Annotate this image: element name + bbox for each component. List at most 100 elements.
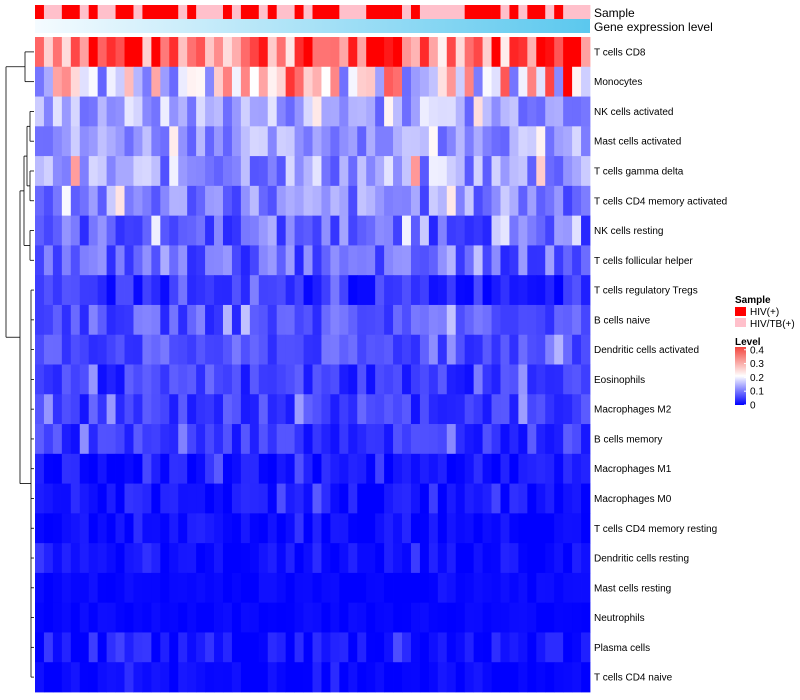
heatmap-cell xyxy=(464,156,475,187)
heatmap-cell xyxy=(97,453,108,484)
sample-annotation-cell xyxy=(303,5,313,19)
sample-annotation-cell xyxy=(419,5,430,19)
heatmap-cell xyxy=(303,185,313,217)
heatmap-cell xyxy=(518,275,528,306)
heatmap-cell xyxy=(285,632,295,663)
heatmap-cell xyxy=(473,453,483,484)
heatmap-cell xyxy=(276,572,287,604)
heatmap-cell xyxy=(464,185,475,217)
heatmap-cell xyxy=(106,572,116,604)
heatmap-cell xyxy=(70,275,81,306)
heatmap-cell xyxy=(384,66,394,97)
heatmap-cell xyxy=(160,156,170,187)
heatmap-cell xyxy=(160,215,170,246)
heatmap-cell xyxy=(545,632,555,663)
heatmap-cell xyxy=(572,602,582,633)
heatmap-cell xyxy=(160,96,170,127)
heatmap-cell xyxy=(464,126,475,157)
heatmap-cell xyxy=(267,662,278,693)
heatmap-cell xyxy=(464,364,475,395)
heatmap-cell xyxy=(276,602,287,633)
heatmap-cell xyxy=(35,185,45,217)
heatmap-cell xyxy=(375,483,385,514)
heatmap-cell xyxy=(142,66,152,97)
heatmap-cell xyxy=(366,632,376,663)
heatmap-cell xyxy=(312,662,322,693)
heatmap-cell xyxy=(142,662,152,693)
heatmap-cell xyxy=(491,156,501,187)
heatmap-cell xyxy=(357,602,367,633)
heatmap-cell xyxy=(482,632,492,663)
heatmap-cell xyxy=(267,572,278,604)
sample-annotation-cell xyxy=(384,5,394,19)
heatmap-cell xyxy=(554,275,564,306)
heatmap-cell xyxy=(509,96,519,127)
heatmap-cell xyxy=(375,543,385,574)
heatmap-cell xyxy=(545,483,555,514)
sample-annotation-cell xyxy=(491,5,501,19)
heatmap-cell xyxy=(258,215,269,246)
heatmap-cell xyxy=(52,424,63,455)
heatmap-cell xyxy=(581,483,591,514)
heatmap-cell xyxy=(482,126,492,157)
heatmap-cell xyxy=(52,275,63,306)
heatmap-cell xyxy=(97,215,108,246)
heatmap-cell xyxy=(35,453,45,484)
heatmap-cell xyxy=(231,96,242,127)
heatmap-cell xyxy=(554,185,564,217)
heatmap-cell xyxy=(35,215,45,246)
heatmap-cell xyxy=(169,543,179,574)
heatmap-cell xyxy=(518,96,528,127)
heatmap-cell xyxy=(178,394,188,425)
heatmap-cell xyxy=(527,662,537,693)
heatmap-cell xyxy=(491,185,501,217)
heatmap-cell xyxy=(35,304,45,336)
heatmap-cell xyxy=(52,156,63,187)
heatmap-cell xyxy=(178,632,188,663)
heatmap-cell xyxy=(178,37,188,68)
heatmap-cell xyxy=(151,245,161,276)
heatmap-cell xyxy=(196,96,206,127)
heatmap-cell xyxy=(384,126,394,157)
heatmap-cell xyxy=(169,215,179,246)
heatmap-cell xyxy=(419,424,430,455)
heatmap-cell xyxy=(285,572,295,604)
heatmap-cell xyxy=(437,96,448,127)
heatmap-cell xyxy=(437,424,448,455)
heatmap-cell xyxy=(52,126,63,157)
heatmap-cell xyxy=(563,453,573,484)
heatmap-cell xyxy=(428,662,439,693)
heatmap-cell xyxy=(402,126,412,157)
heatmap-cell xyxy=(276,37,287,68)
heatmap-cell xyxy=(178,126,188,157)
heatmap-cell xyxy=(43,245,54,276)
heatmap-cell xyxy=(70,453,81,484)
heatmap-cell xyxy=(384,453,394,484)
heatmap-cell xyxy=(357,334,367,365)
heatmap-cell xyxy=(258,126,269,157)
row-label: T cells CD4 memory resting xyxy=(594,524,717,535)
heatmap-cell xyxy=(312,364,322,395)
heatmap-cell xyxy=(61,215,72,246)
heatmap-cell xyxy=(428,572,439,604)
heatmap-cell xyxy=(169,572,179,604)
heatmap-cell xyxy=(133,394,143,425)
heatmap-cell xyxy=(446,453,457,484)
heatmap-cell xyxy=(70,394,81,425)
heatmap-cell xyxy=(527,275,537,306)
heatmap-cell xyxy=(545,662,555,693)
heatmap-cell xyxy=(97,394,108,425)
heatmap-cell xyxy=(178,543,188,574)
heatmap-cell xyxy=(419,126,430,157)
heatmap-cell xyxy=(527,126,537,157)
heatmap-cell xyxy=(52,37,63,68)
heatmap-cell xyxy=(294,96,304,127)
heatmap-cell xyxy=(527,334,537,365)
heatmap-cell xyxy=(276,543,287,574)
heatmap-cell xyxy=(545,543,555,574)
heatmap-cell xyxy=(330,126,340,157)
heatmap-cell xyxy=(267,453,278,484)
heatmap-cell xyxy=(518,334,528,365)
heatmap-cell xyxy=(35,632,45,663)
heatmap-cell xyxy=(52,602,63,633)
